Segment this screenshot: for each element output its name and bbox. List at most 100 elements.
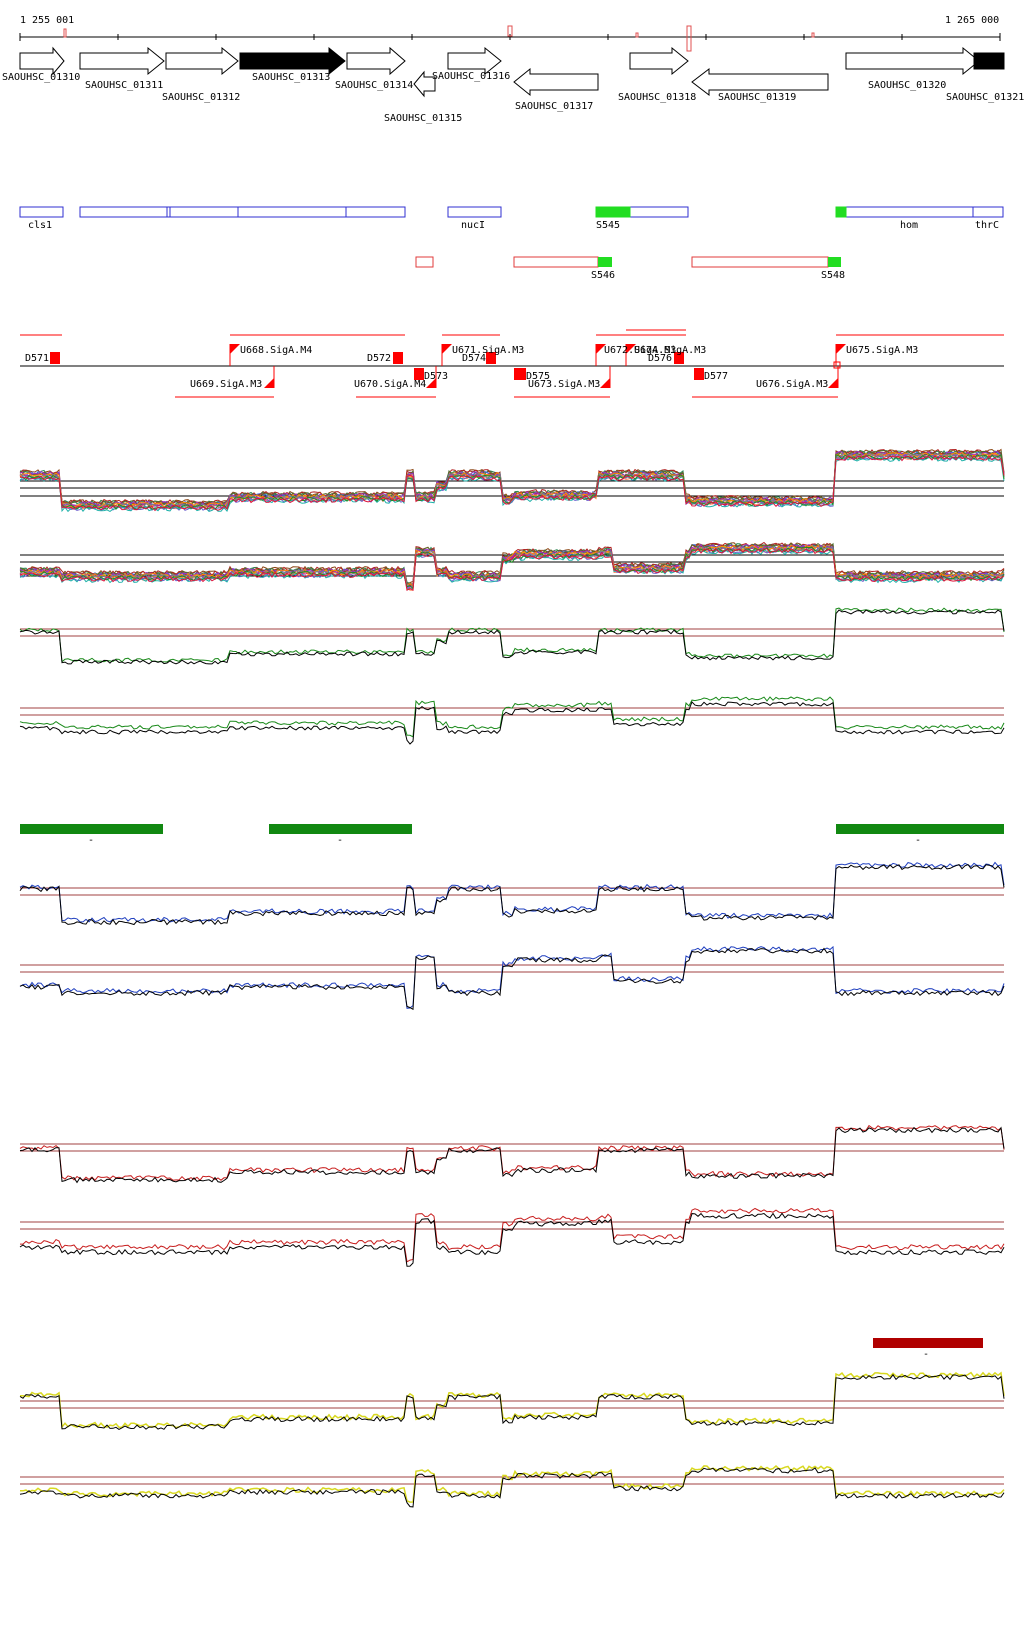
gene-label: SAOUHSC_01320	[868, 80, 946, 91]
regulatory-label: D574	[462, 353, 486, 364]
gene-label: SAOUHSC_01313	[252, 72, 330, 83]
annotation-box[interactable]	[629, 206, 689, 218]
regulatory-label: U675.SigA.M3	[846, 345, 918, 356]
gene-label: SAOUHSC_01319	[718, 92, 796, 103]
regulatory-label: D577	[704, 371, 728, 382]
expression-tracks	[19, 448, 1005, 1508]
gene-label: SAOUHSC_01321	[946, 92, 1024, 103]
rna-box[interactable]	[415, 256, 434, 268]
coordinate-ruler: 1 255 001 1 265 000	[19, 15, 1001, 52]
regulatory-track: D571 U668.SigA.M4 U669.SigA.M3 D572 U670…	[20, 329, 1004, 398]
gene-arrow[interactable]	[973, 52, 1005, 70]
expression-profile-line	[19, 863, 1005, 926]
annotation-label: nucI	[461, 220, 485, 231]
regulatory-label: D575	[526, 371, 550, 382]
annotation-box[interactable]	[447, 206, 502, 218]
gene-arrow[interactable]	[447, 46, 502, 76]
condition-bar[interactable]	[269, 824, 412, 834]
regulatory-block[interactable]	[486, 352, 496, 364]
regulatory-label: U674.SigA.M3	[634, 345, 706, 356]
expression-profile-line	[19, 945, 1005, 1009]
annotation-green-block[interactable]	[835, 206, 847, 218]
annotation-box[interactable]	[19, 206, 64, 218]
annotation-green-block[interactable]	[595, 206, 631, 218]
gene-label: SAOUHSC_01310	[2, 72, 80, 83]
regulatory-block[interactable]	[50, 352, 60, 364]
rna-box[interactable]	[691, 256, 829, 268]
ruler-start-label: 1 255 001	[20, 15, 74, 26]
regulatory-label: D572	[367, 353, 391, 364]
expression-profile-line	[19, 609, 1005, 665]
regulatory-block[interactable]	[674, 352, 684, 364]
ruler-highlights	[63, 25, 815, 52]
gene-arrow[interactable]	[19, 46, 65, 76]
expression-profile-line	[19, 1373, 1005, 1430]
gene-label: SAOUHSC_01314	[335, 80, 413, 91]
gene-label: SAOUHSC_01317	[515, 101, 593, 112]
ruler-ticks	[19, 33, 1001, 41]
regulatory-label: U672.SigA.M3	[604, 345, 676, 356]
expression-profile-line	[20, 1207, 1005, 1263]
gene-track: SAOUHSC_01310 SAOUHSC_01311 SAOUHSC_0131…	[2, 46, 1024, 124]
expression-profile-line	[19, 1467, 1005, 1508]
rna-green-block[interactable]	[598, 257, 612, 267]
regulatory-label: U673.SigA.M3	[528, 379, 600, 390]
condition-bars: - - - -	[20, 824, 1004, 1360]
condition-mark: -	[915, 835, 921, 846]
regulatory-label: D571	[25, 353, 49, 364]
regulatory-label: D573	[424, 371, 448, 382]
gene-arrow[interactable]	[239, 46, 346, 76]
gene-arrow[interactable]	[79, 46, 165, 76]
rna-label: S546	[591, 270, 615, 281]
regulatory-block[interactable]	[393, 352, 403, 364]
gene-arrow[interactable]	[629, 46, 689, 76]
condition-mark: -	[337, 835, 343, 846]
gene-label: SAOUHSC_01312	[162, 92, 240, 103]
expression-profile-line	[19, 947, 1005, 1011]
annotation-label: thrC	[975, 220, 999, 231]
expression-profile-line	[19, 1126, 1005, 1184]
expression-profile-line	[19, 545, 1005, 589]
expression-profile-line	[19, 1212, 1005, 1267]
expression-profile-line	[19, 546, 1005, 590]
annotation-box[interactable]	[845, 206, 1004, 218]
gene-label: SAOUHSC_01315	[384, 113, 462, 124]
regulatory-label: U669.SigA.M3	[190, 379, 262, 390]
ruler-end-label: 1 265 000	[945, 15, 999, 26]
expression-profile-line	[19, 547, 1005, 592]
condition-bar[interactable]	[20, 824, 163, 834]
expression-profile-line	[19, 607, 1005, 663]
condition-mark: -	[923, 1349, 929, 1360]
gene-arrow[interactable]	[413, 70, 436, 98]
gene-arrow[interactable]	[845, 46, 980, 76]
rna-box[interactable]	[513, 256, 599, 268]
condition-bar[interactable]	[873, 1338, 983, 1348]
expression-profile-line	[19, 545, 1005, 588]
rna-track: S546 S548	[415, 256, 845, 281]
annotation-box[interactable]	[79, 206, 406, 218]
expression-profile-line	[19, 861, 1005, 923]
regulatory-block[interactable]	[514, 368, 526, 380]
rna-green-block[interactable]	[828, 257, 841, 267]
condition-mark: -	[88, 835, 94, 846]
gene-label: SAOUHSC_01316	[432, 71, 510, 82]
gene-label: SAOUHSC_01318	[618, 92, 696, 103]
regulatory-label: U668.SigA.M4	[240, 345, 312, 356]
expression-profile-line	[19, 455, 1005, 512]
annotation-label: cls1	[28, 220, 52, 231]
expression-profile-line	[20, 1371, 1005, 1429]
expression-profile-line	[19, 544, 1005, 589]
regulatory-block[interactable]	[694, 368, 704, 380]
expression-profile-line	[19, 696, 1005, 738]
gene-arrow[interactable]	[165, 46, 239, 76]
condition-bar[interactable]	[836, 824, 1004, 834]
gene-arrow[interactable]	[346, 46, 406, 76]
gene-arrow[interactable]	[513, 67, 599, 97]
annotation-label: hom	[900, 220, 918, 231]
expression-profile-line	[19, 701, 1005, 745]
gene-arrow[interactable]	[691, 67, 829, 97]
regulatory-label: U676.SigA.M3	[756, 379, 828, 390]
regulatory-block[interactable]	[414, 368, 424, 380]
rna-label: S548	[821, 270, 845, 281]
